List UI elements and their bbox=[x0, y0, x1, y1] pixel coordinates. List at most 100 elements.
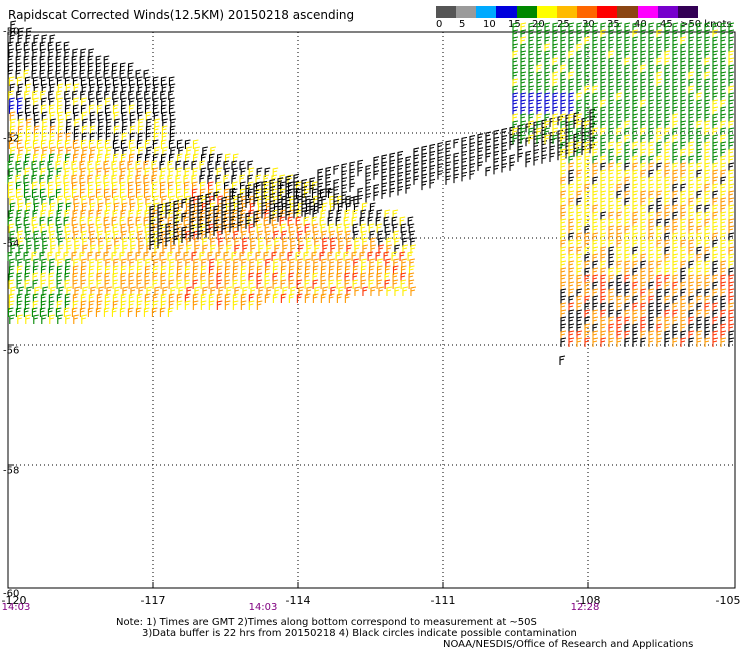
wind-barb bbox=[81, 230, 88, 240]
wind-barb bbox=[648, 239, 655, 249]
wind-barb bbox=[88, 104, 95, 114]
wind-barb bbox=[23, 216, 30, 226]
wind-barb bbox=[624, 337, 631, 347]
wind-barb bbox=[672, 267, 679, 277]
wind-barb bbox=[168, 293, 175, 303]
wind-barb bbox=[696, 113, 703, 123]
wind-barb bbox=[696, 295, 703, 305]
wind-barb bbox=[373, 191, 380, 201]
wind-barb bbox=[469, 163, 476, 173]
wind-barb bbox=[298, 286, 305, 296]
wind-barb bbox=[648, 50, 655, 60]
wind-barb bbox=[477, 133, 484, 143]
wind-barb bbox=[73, 314, 79, 324]
wind-barb bbox=[576, 36, 583, 46]
wind-barb bbox=[624, 113, 631, 123]
wind-barb bbox=[704, 183, 711, 193]
wind-barb bbox=[306, 237, 312, 247]
wind-barb bbox=[400, 272, 407, 282]
wind-barb bbox=[600, 260, 607, 270]
wind-barb bbox=[111, 251, 118, 261]
wind-barb bbox=[357, 159, 364, 170]
wind-barb bbox=[712, 29, 719, 39]
wind-barb bbox=[186, 244, 193, 254]
wind-barb bbox=[640, 22, 647, 32]
wind-barb bbox=[120, 293, 127, 303]
wind-barb bbox=[592, 190, 599, 200]
wind-barb bbox=[584, 169, 591, 179]
wind-barb bbox=[520, 43, 527, 53]
wind-barb bbox=[493, 164, 500, 175]
wind-barb bbox=[544, 36, 551, 46]
wind-barb bbox=[728, 274, 735, 284]
wind-barb bbox=[216, 300, 223, 310]
wind-barb bbox=[106, 118, 112, 128]
wind-barb bbox=[112, 279, 119, 289]
wind-barb bbox=[253, 189, 260, 200]
wind-barb bbox=[189, 210, 196, 221]
wind-barb bbox=[362, 237, 368, 247]
wind-barb bbox=[296, 223, 303, 233]
wind-barb bbox=[221, 196, 228, 207]
wind-barb bbox=[632, 113, 639, 123]
colorbar-segment bbox=[456, 6, 477, 18]
wind-barb bbox=[80, 209, 87, 219]
wind-barb bbox=[10, 244, 17, 254]
wind-barb bbox=[151, 188, 158, 198]
wind-barb bbox=[32, 223, 39, 233]
wind-barb bbox=[568, 337, 575, 347]
wind-barb bbox=[616, 78, 623, 88]
wind-barb bbox=[469, 135, 476, 145]
wind-barb bbox=[39, 188, 46, 198]
wind-barb bbox=[616, 148, 623, 158]
wind-barb bbox=[152, 265, 159, 275]
wind-barb bbox=[48, 167, 55, 177]
wind-barb bbox=[536, 120, 543, 130]
wind-barb bbox=[391, 251, 398, 261]
wind-barb bbox=[157, 210, 164, 221]
wind-barb bbox=[65, 195, 72, 205]
wind-barb bbox=[9, 97, 15, 107]
wind-barb bbox=[392, 265, 399, 275]
wind-barb bbox=[72, 139, 79, 149]
wind-barb bbox=[394, 286, 401, 296]
wind-barb bbox=[55, 251, 62, 261]
wind-barb bbox=[568, 22, 575, 32]
wind-barb bbox=[327, 216, 334, 226]
time-label: 12:28 bbox=[570, 602, 600, 613]
wind-barb bbox=[568, 302, 575, 312]
wind-barb bbox=[274, 286, 281, 296]
wind-barb bbox=[112, 300, 119, 310]
wind-barb bbox=[648, 246, 655, 256]
wind-barb bbox=[320, 272, 327, 282]
wind-barb bbox=[624, 330, 631, 340]
wind-barb bbox=[720, 113, 727, 123]
wind-barb bbox=[104, 139, 111, 149]
wind-barb bbox=[41, 125, 48, 135]
wind-barb bbox=[237, 214, 244, 224]
wind-barb bbox=[9, 202, 16, 212]
note-line-2: 3)Data buffer is 22 hrs from 20150218 4)… bbox=[142, 628, 577, 639]
wind-barb bbox=[170, 146, 176, 156]
wind-barb bbox=[202, 237, 208, 247]
wind-barb bbox=[341, 163, 348, 173]
wind-barb bbox=[288, 293, 295, 303]
wind-barb bbox=[7, 41, 14, 51]
wind-barb bbox=[41, 258, 47, 268]
wind-barb bbox=[256, 300, 263, 310]
wind-barb bbox=[576, 106, 583, 116]
wind-barb bbox=[82, 286, 89, 296]
wind-barb bbox=[656, 36, 663, 46]
wind-barb bbox=[608, 337, 615, 347]
wind-barb bbox=[728, 218, 735, 228]
wind-barb bbox=[161, 83, 168, 93]
wind-barb bbox=[7, 188, 14, 198]
wind-barb bbox=[88, 293, 95, 303]
wind-barb bbox=[648, 64, 655, 74]
wind-barb bbox=[168, 279, 175, 289]
wind-barb bbox=[65, 111, 72, 121]
wind-barb bbox=[608, 225, 615, 235]
wind-barb bbox=[664, 29, 671, 39]
wind-barb bbox=[72, 272, 79, 282]
wind-barb bbox=[64, 279, 71, 289]
